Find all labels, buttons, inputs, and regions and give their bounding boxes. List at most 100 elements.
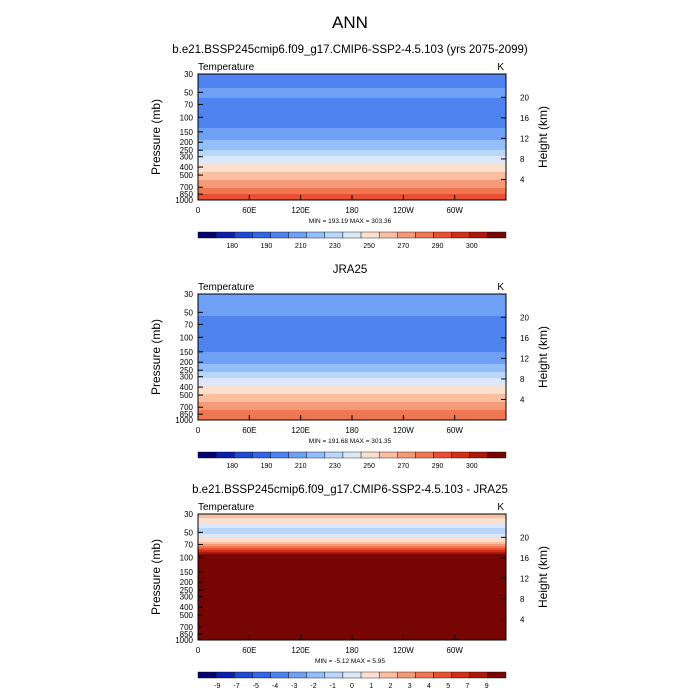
y2-axis-label: Height (km)	[536, 106, 550, 168]
contour-band	[198, 564, 506, 567]
colorbar-swatch	[234, 671, 253, 679]
minmax-label: MIN = 191.68 MAX = 301.35	[309, 438, 392, 445]
colorbar-swatch	[252, 231, 271, 239]
colorbar-swatch	[270, 451, 289, 459]
contour-band	[198, 544, 506, 547]
contour-band	[198, 364, 506, 367]
contour-band	[198, 596, 506, 599]
contour-band	[198, 182, 506, 185]
x-tick-label: 60E	[242, 646, 256, 655]
contour-band	[198, 314, 506, 317]
contour-band	[198, 144, 506, 147]
contour-band	[198, 312, 506, 315]
contour-band	[198, 536, 506, 539]
contour-band	[198, 104, 506, 107]
colorbar-swatch	[378, 451, 398, 459]
colorbar-swatch	[342, 231, 362, 239]
contour-band	[198, 532, 506, 535]
contour-band	[198, 350, 506, 353]
contour-band	[198, 304, 506, 307]
contour-band	[198, 308, 506, 311]
y-tick-label: 70	[184, 540, 193, 549]
contour-band	[198, 590, 506, 593]
contour-band	[198, 166, 506, 169]
colorbar-label: 7	[466, 683, 470, 690]
y2-tick-label: 16	[520, 114, 529, 123]
y-tick-label: 250	[180, 586, 194, 595]
colorbar-label: 9	[485, 683, 489, 690]
units-label: K	[497, 502, 504, 513]
colorbar-label: 250	[363, 463, 375, 470]
y-tick-label: 100	[180, 553, 194, 562]
y-tick-label: 250	[180, 366, 194, 375]
y-tick-label: 70	[184, 100, 193, 109]
colorbar-swatch	[415, 451, 434, 459]
contour-band	[198, 344, 506, 347]
colorbar-swatch	[324, 231, 344, 239]
y-tick-label: 30	[184, 510, 193, 519]
y-tick-label: 100	[180, 333, 194, 342]
contour-band	[198, 538, 506, 541]
contour-band	[198, 168, 506, 171]
y-tick-label: 700	[180, 183, 194, 192]
contour-band	[198, 542, 506, 545]
contour-band	[198, 388, 506, 391]
contour-band	[198, 122, 506, 125]
contour-band	[198, 116, 506, 119]
contour-band	[198, 148, 506, 151]
contour-band	[198, 108, 506, 111]
contour-band	[198, 588, 506, 591]
contour-band	[198, 548, 506, 551]
colorbar-label: 290	[432, 463, 444, 470]
contour-band	[198, 132, 506, 135]
contour-band	[198, 112, 506, 115]
contour-band	[198, 360, 506, 363]
colorbar-label: -4	[272, 683, 278, 690]
y-tick-label: 200	[180, 578, 194, 587]
variable-label: Temperature	[198, 502, 255, 513]
contour-band	[198, 184, 506, 187]
colorbar-label: 2	[389, 683, 393, 690]
y-tick-label: 700	[180, 403, 194, 412]
panel-title: b.e21.BSSP245cmip6.f09_g17.CMIP6-SSP2-4.…	[172, 44, 528, 56]
contour-band	[198, 138, 506, 141]
contour-band	[198, 130, 506, 133]
colorbar-label: 180	[226, 463, 238, 470]
colorbar-swatch	[397, 451, 416, 459]
contour-band	[198, 134, 506, 137]
contour-band	[198, 124, 506, 127]
x-tick-label: 0	[196, 646, 201, 655]
contour-band	[198, 580, 506, 583]
contour-band	[198, 352, 506, 355]
colorbar-label: -3	[291, 683, 297, 690]
page-title: ANN	[332, 13, 368, 32]
x-tick-label: 60W	[446, 206, 463, 215]
contour-band	[198, 296, 506, 299]
x-tick-label: 120W	[393, 646, 414, 655]
panel-title: b.e21.BSSP245cmip6.f09_g17.CMIP6-SSP2-4.…	[192, 484, 508, 496]
contour-band	[198, 382, 506, 385]
contour-band	[198, 578, 506, 581]
contour-band	[198, 570, 506, 573]
y-tick-label: 400	[180, 383, 194, 392]
contour-band	[198, 530, 506, 533]
contour-band	[198, 78, 506, 81]
contour-band	[198, 614, 506, 617]
colorbar-swatch	[342, 671, 362, 679]
colorbar-label: 180	[226, 243, 238, 250]
x-tick-label: 60E	[242, 426, 256, 435]
contour-band	[198, 550, 506, 553]
colorbar-label: 1	[369, 683, 373, 690]
contour-band	[198, 176, 506, 179]
colorbar-swatch	[197, 451, 217, 459]
colorbar-label: 230	[329, 243, 341, 250]
contour-band	[198, 522, 506, 525]
contour-band	[198, 610, 506, 613]
contour-band	[198, 178, 506, 181]
y-tick-label: 300	[180, 153, 194, 162]
colorbar-swatch	[324, 451, 344, 459]
contour-band	[198, 396, 506, 399]
contour-band	[198, 630, 506, 633]
contour-band	[198, 392, 506, 395]
contour-band	[198, 374, 506, 377]
